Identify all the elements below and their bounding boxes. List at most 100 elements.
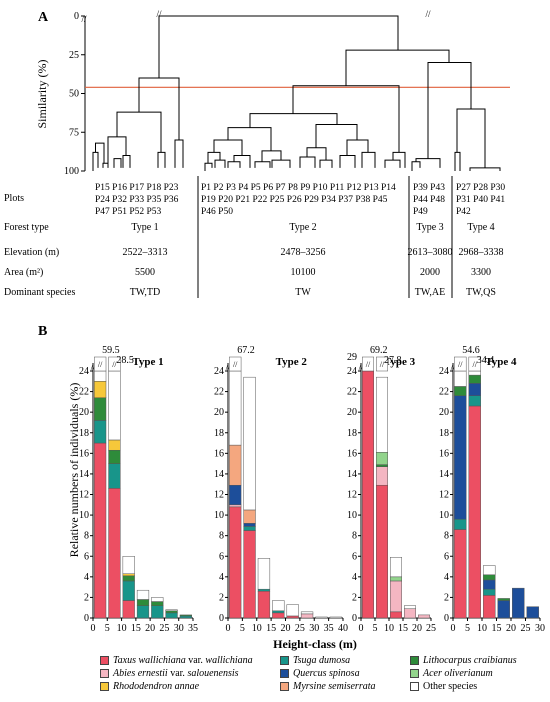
bar-segment-quercus	[512, 587, 525, 619]
bar-overflow	[468, 356, 481, 372]
y-tick-label-b: 18	[347, 428, 357, 439]
dendrogram-link	[113, 158, 122, 168]
y-tick-label-b: 18	[214, 428, 224, 439]
bar-segment-tsuga	[108, 463, 121, 489]
dendrogram-link	[361, 151, 376, 168]
y-tick-label: 25	[69, 50, 79, 61]
bar-segment-rhodo	[122, 573, 135, 577]
dendrogram-link	[207, 151, 221, 164]
y-tick-label-b: 24	[439, 366, 449, 377]
bar-segment-abies	[404, 608, 416, 619]
y-tick-label-b: 2	[84, 592, 89, 603]
y-tick-label-b: 22	[439, 387, 449, 398]
bar-segment-other	[329, 616, 342, 619]
dendrogram-link	[306, 147, 327, 161]
dendrogram-link	[122, 155, 131, 168]
y-tick-label-b: 12	[347, 490, 357, 501]
legend-item-tsuga: Tsuga dumosa	[280, 655, 350, 666]
y-tick-label-b: 8	[84, 531, 89, 542]
y-tick-label-b: 10	[79, 510, 89, 521]
bar-segment-taxus	[229, 506, 242, 619]
elevation-label: 2478–3256	[281, 247, 326, 258]
bar-segment-abies	[229, 504, 242, 508]
bar-segment-tsuga	[257, 588, 271, 592]
panel-title: Type 1	[132, 356, 163, 368]
bar-overflow	[362, 356, 374, 372]
forest-type-label: Type 2	[289, 222, 316, 233]
x-tick-label-b: 10	[117, 623, 127, 634]
elevation-label: 2522–3313	[123, 247, 168, 258]
x-tick-label-b: 35	[188, 623, 198, 634]
bar-segment-other	[151, 597, 164, 602]
bar-segment-other	[300, 611, 314, 615]
x-tick-label-b: 0	[359, 623, 364, 634]
bar-segment-taxus	[390, 611, 402, 619]
table-row-label: Forest type	[4, 222, 49, 233]
y-tick-label-b: 16	[214, 448, 224, 459]
x-tick-label-b: 25	[521, 623, 531, 634]
bar-segment-taxus	[272, 612, 285, 619]
y-tick-label-b: 8	[444, 531, 449, 542]
bar-segment-litho	[179, 614, 192, 617]
y-tick-label-b: 24	[214, 366, 224, 377]
area-label: 5500	[135, 267, 155, 278]
bar-segment-myrsine	[229, 444, 242, 486]
y-tick-label-b: 10	[214, 510, 224, 521]
y-tick-label-b: 4	[444, 572, 449, 583]
x-tick-label-b: 25	[295, 623, 305, 634]
forest-type-label: Type 3	[416, 222, 443, 233]
bar-segment-other	[108, 370, 121, 441]
bar-segment-other	[315, 616, 328, 619]
plot-list-line: P19 P20 P21 P22 P25 P26 P29 P34 P37 P38 …	[201, 195, 388, 205]
bar-segment-taxus	[108, 488, 121, 619]
y-tick-label-b: 16	[79, 448, 89, 459]
y-tick-label-b: 22	[79, 387, 89, 398]
legend-item-acer: Acer oliverianum	[410, 668, 493, 679]
x-tick-label-b: 15	[131, 623, 141, 634]
y-tick-label-b: 2	[352, 592, 357, 603]
legend-label: Tsuga dumosa	[293, 655, 351, 666]
x-tick-label-b: 20	[145, 623, 155, 634]
y-tick-label-b: 14	[439, 469, 449, 480]
y-tick-label-b: 4	[84, 572, 89, 583]
bar-segment-other	[122, 556, 135, 574]
legend-swatch	[410, 656, 419, 665]
x-tick-label-b: 10	[252, 623, 262, 634]
plot-list-line: P27 P28 P30	[456, 183, 505, 193]
y-tick-label-b: 0	[219, 613, 224, 624]
y-tick-label-b: 14	[347, 469, 357, 480]
dendrogram-link	[174, 139, 184, 168]
bar-segment-litho	[108, 449, 121, 464]
plot-list-line: P1 P2 P3 P4 P5 P6 P7 P8 P9 P10 P11 P12 P…	[201, 183, 396, 193]
bar-segment-taxus	[286, 615, 299, 619]
bar-segment-other	[243, 376, 256, 511]
dendrogram-link	[157, 151, 166, 168]
bar-segment-quercus	[483, 579, 496, 590]
elevation-label: 2613–3080	[408, 247, 453, 258]
bar-segment-tsuga	[122, 580, 135, 601]
x-tick-label-b: 25	[426, 623, 436, 634]
dendrogram-link	[214, 159, 226, 168]
bar-segment-litho	[151, 601, 164, 606]
x-tick-label-b: 35	[324, 623, 334, 634]
x-tick-label-b: 0	[451, 623, 456, 634]
bar-segment-litho	[454, 386, 467, 396]
table-row-label: Dominant species	[4, 287, 75, 298]
bar-segment-taxus	[468, 405, 481, 619]
y-tick-label-b: 8	[352, 531, 357, 542]
legend-label: Myrsine semiserrata	[293, 681, 376, 692]
legend-label: Lithocarpus craibianus	[423, 655, 517, 666]
bar-segment-acer	[390, 576, 402, 582]
table-row-label: Area (m²)	[4, 267, 43, 278]
dendrogram-link	[292, 85, 400, 153]
y-tick-label-b: 12	[79, 490, 89, 501]
dendrogram-link	[271, 159, 291, 168]
forest-type-label: Type 4	[467, 222, 494, 233]
bar-segment-abies	[300, 613, 314, 619]
x-tick-label-b: 15	[492, 623, 502, 634]
plot-list-line: P49	[413, 207, 428, 217]
bar-break-mark: //	[473, 360, 478, 369]
y-tick-label-b: 16	[439, 448, 449, 459]
bar-segment-quercus	[243, 523, 256, 527]
